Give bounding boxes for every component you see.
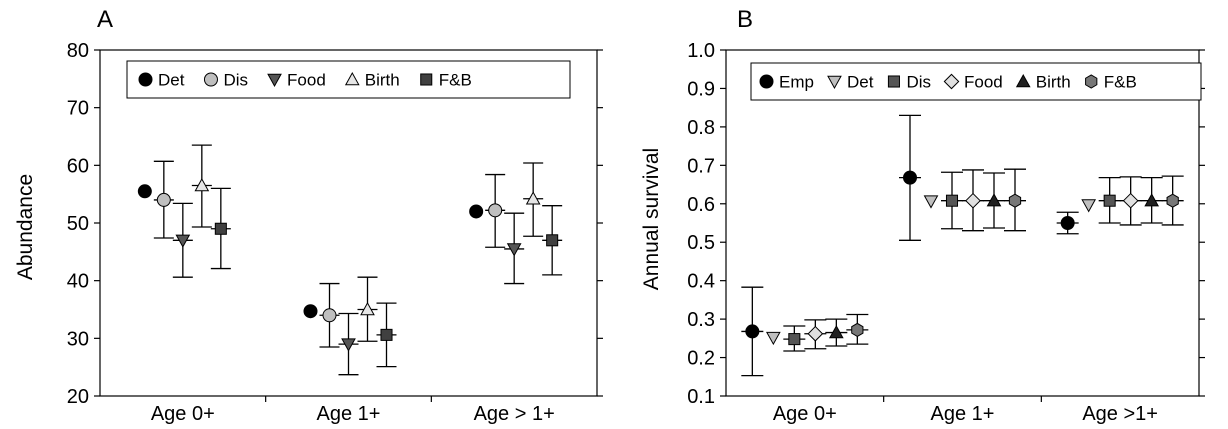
panel-b-y-tick-label: 0.7: [687, 155, 715, 177]
panel-a-y-tick-label: 40: [67, 271, 89, 293]
data-point-dis: [1103, 194, 1116, 207]
panel-a-x-tick-label: Age 0+: [151, 403, 215, 425]
panel-a-y-tick-label: 20: [67, 386, 89, 408]
data-point-emp: [903, 170, 917, 185]
panel-b-y-tick-label: 0.4: [687, 271, 715, 293]
panel-b-y-tick-label: 0.8: [687, 117, 715, 139]
legend-label-dis: Dis: [906, 73, 931, 92]
panel-b-y-axis-label: Annual survival: [640, 148, 663, 290]
panel-b-y-tick-label: 0.9: [687, 78, 715, 100]
panel-b-plot-frame: [725, 49, 1200, 397]
panel-b-y-tick-label: 0.2: [687, 348, 715, 370]
data-point-dis: [156, 192, 171, 207]
data-point-fandb: [546, 234, 559, 247]
legend-label-det: Det: [847, 73, 874, 92]
legend-marker-det: [138, 72, 153, 87]
panel-a-x-tick-label: Age 1+: [317, 403, 381, 425]
data-point-dis: [788, 333, 801, 346]
panel-a-x-tick-label: Age > 1+: [474, 403, 555, 425]
data-point-emp: [745, 324, 760, 339]
legend-label-birth: Birth: [365, 71, 400, 90]
legend-label-fandb: F&B: [1104, 73, 1137, 92]
legend-label-det: Det: [158, 71, 185, 90]
panel-a-y-tick-label: 60: [67, 155, 89, 177]
data-point-dis: [322, 308, 337, 323]
data-point-dis: [488, 203, 503, 218]
panel-b-y-tick-label: 0.5: [687, 232, 715, 254]
data-point-food: [1122, 192, 1139, 209]
legend-marker-det: [827, 75, 842, 90]
data-point-det: [469, 204, 484, 219]
data-point-food: [965, 192, 981, 209]
panel-a-axes: 20 30 40 50 60 70 80 Age 0+ Age 1+ Age > 1+: [67, 40, 603, 425]
legend-label-fandb: F&B: [439, 71, 472, 90]
legend-marker-dis: [203, 72, 218, 87]
panel-b-x-tick-label: Age 1+: [931, 403, 995, 425]
panel-a-legend: Det Dis Food Birth F&B: [126, 60, 571, 99]
panel-a-y-axis-label: Abundance: [14, 174, 37, 280]
panel-a-label: A: [97, 6, 113, 33]
panel-a-y-tick-label: 50: [67, 213, 89, 235]
panel-b-x-tick-label: Age 0+: [773, 403, 837, 425]
panel-b-legend: Emp Det Dis Food Birth F&B: [750, 62, 1202, 101]
panel-b-legend-box: [750, 62, 1202, 101]
legend-marker-food: [267, 73, 282, 88]
legend-label-dis: Dis: [223, 71, 248, 90]
data-point-fandb: [214, 222, 227, 235]
data-point-birth: [986, 193, 1002, 207]
legend-marker-dis: [887, 75, 900, 88]
panel-b-data: [741, 114, 1184, 377]
data-point-food: [175, 234, 191, 248]
legend-marker-emp: [759, 74, 774, 89]
data-point-fandb: [1166, 193, 1179, 208]
panel-b-y-tick-label: 0.3: [687, 309, 715, 331]
legend-label-birth: Birth: [1036, 73, 1071, 92]
data-point-dis: [945, 194, 959, 207]
data-point-emp: [1060, 216, 1075, 230]
legend-label-food: Food: [964, 73, 1003, 92]
panel-a-y-tick-label: 70: [67, 98, 89, 120]
data-point-det: [303, 304, 318, 319]
legend-label-food: Food: [287, 71, 326, 90]
data-point-birth: [828, 325, 844, 339]
legend-marker-food: [943, 73, 960, 90]
panel-b-y-tick-label: 1.0: [687, 40, 715, 62]
data-point-fandb: [380, 328, 393, 341]
data-point-birth: [1144, 193, 1160, 207]
data-point-fandb: [1008, 193, 1022, 208]
data-point-birth: [525, 191, 541, 205]
data-point-det: [137, 184, 152, 199]
panel-b-axes: 0.1 0.2 0.3 0.4 0.5 0.6 0.7 0.8 0.9 1.0 Age 0+ Age …: [687, 40, 1205, 425]
panel-b-label: B: [737, 6, 753, 33]
panel-a-y-tick-label: 80: [67, 40, 89, 62]
legend-marker-fandb: [420, 73, 433, 86]
data-point-det: [1081, 199, 1097, 213]
legend-marker-fandb: [1085, 74, 1098, 89]
panel-a-y-tick-label: 30: [67, 328, 89, 350]
panel-b-y-tick-label: 0.6: [687, 194, 715, 216]
data-point-food: [506, 243, 522, 257]
data-point-birth: [360, 301, 375, 316]
legend-marker-birth: [344, 71, 360, 86]
legend-label-emp: Emp: [779, 73, 814, 92]
data-point-birth: [194, 177, 210, 192]
data-point-food: [807, 325, 824, 342]
panel-a: A Abundance 20 30 40 50 60 70 80 Age 0+ Age 1+ Ag…: [14, 6, 603, 425]
data-point-det: [765, 331, 781, 346]
error-bar-emp: [1056, 211, 1079, 235]
data-point-food: [341, 338, 356, 352]
panel-b-x-tick-label: Age >1+: [1082, 403, 1158, 425]
panel-a-data: [137, 144, 563, 376]
panel-b-y-tick-label: 0.1: [687, 386, 715, 408]
panel-b: B Annual survival 0.10.20.30.40.50.60.70…: [640, 6, 1205, 425]
legend-marker-birth: [1015, 73, 1031, 88]
data-point-det: [923, 195, 939, 209]
data-point-fandb: [851, 322, 864, 337]
